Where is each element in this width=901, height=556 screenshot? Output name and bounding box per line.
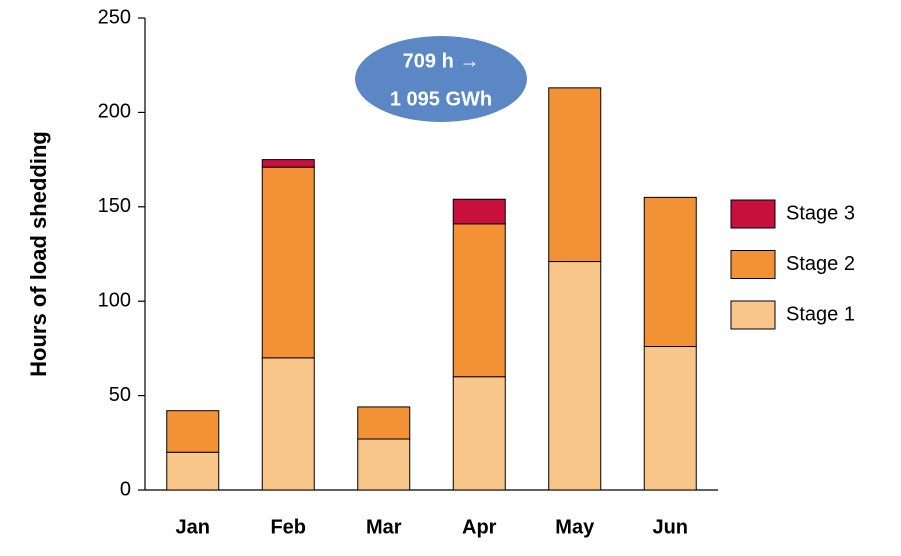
legend-label: Stage 2: [786, 253, 855, 275]
x-tick-label: Jan: [176, 516, 210, 538]
bar-segment: [261, 357, 315, 491]
bar-segment: [452, 376, 506, 491]
bar-segment: [166, 451, 220, 491]
bar-segment: [643, 196, 697, 348]
x-tick-label: Jun: [652, 516, 688, 538]
bar-segment: [261, 159, 315, 168]
legend-swatch: [730, 300, 776, 330]
bar-segment: [166, 410, 220, 453]
legend-label: Stage 3: [786, 202, 855, 224]
y-tick-label: 200: [98, 101, 131, 123]
bar-segment: [548, 261, 602, 491]
y-tick-label: 150: [98, 195, 131, 217]
legend-swatch: [730, 199, 776, 229]
annotation-text: 709 h →: [403, 50, 480, 72]
y-tick-label: 0: [120, 478, 131, 500]
bar-segment: [643, 346, 697, 491]
legend-swatch: [730, 250, 776, 279]
x-tick-label: Mar: [366, 516, 402, 538]
x-tick-label: May: [555, 516, 595, 538]
y-tick-label: 100: [98, 289, 131, 311]
bar-segment: [357, 438, 411, 491]
bar-segment: [548, 87, 602, 263]
x-tick-label: Feb: [270, 516, 306, 538]
legend-label: Stage 1: [786, 303, 855, 325]
annotation-text: 1 095 GWh: [390, 88, 492, 110]
bar-segment: [452, 223, 506, 378]
x-tick-label: Apr: [462, 516, 497, 538]
y-tick-label: 50: [109, 384, 131, 406]
annotation-bubble: [355, 36, 527, 122]
bar-segment: [357, 406, 411, 440]
y-axis-label: Hours of load shedding: [26, 131, 51, 377]
bar-segment: [261, 166, 315, 359]
y-tick-label: 250: [98, 6, 131, 28]
bar-segment: [452, 198, 506, 225]
